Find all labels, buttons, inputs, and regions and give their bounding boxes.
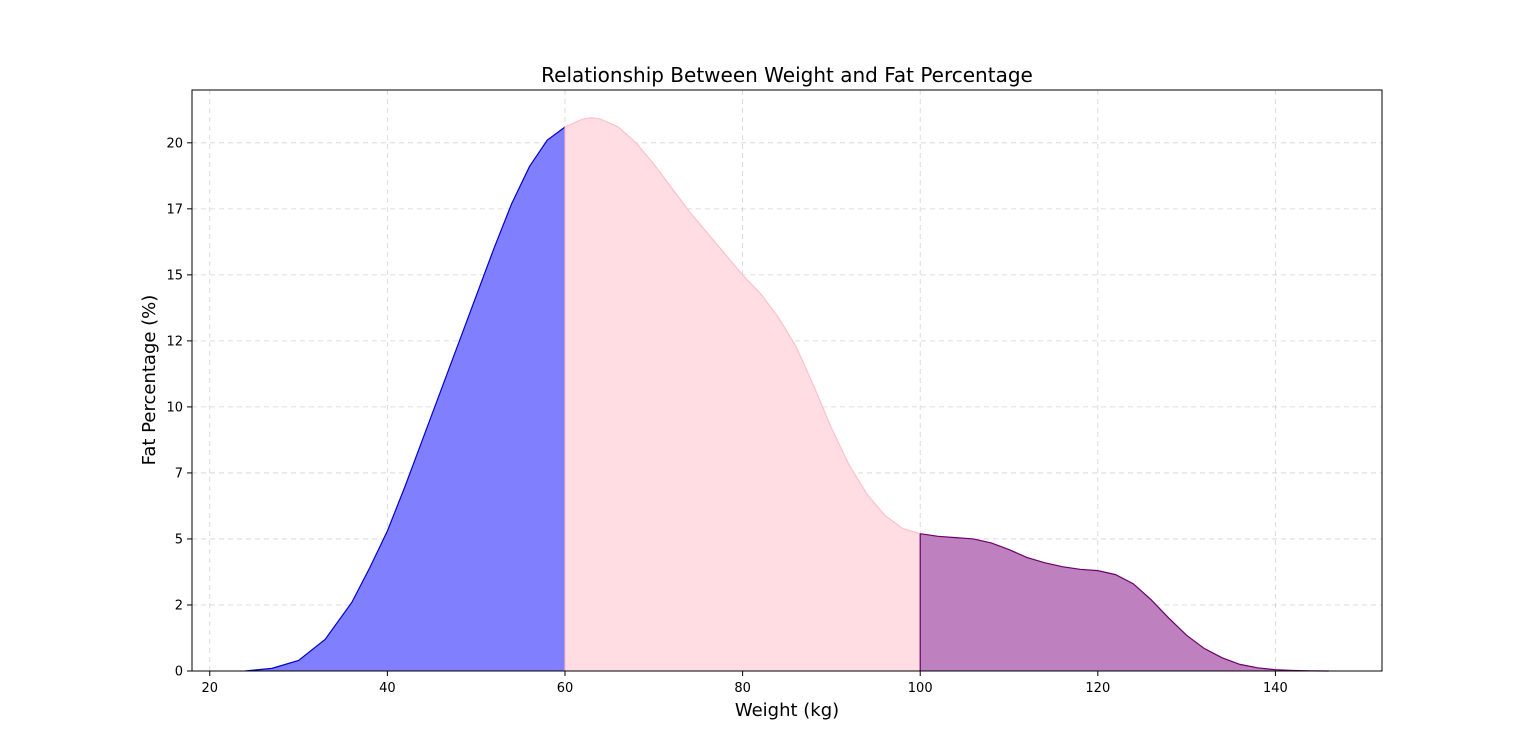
y-tick-label: 7 [175, 466, 183, 481]
y-axis-title: Fat Percentage (%) [139, 295, 160, 466]
y-tick-label: 20 [166, 136, 183, 151]
x-tick-label: 140 [1263, 681, 1288, 696]
plot-frame [191, 89, 1383, 672]
area-segment-1-line [245, 126, 566, 672]
x-axis: 20 40 60 80 100 120 140 [201, 671, 1288, 696]
x-tick-label: 60 [557, 681, 574, 696]
area-segment-3-line [920, 533, 1329, 672]
y-tick-label: 10 [166, 400, 183, 415]
x-tick-label: 100 [908, 681, 933, 696]
y-tick-label: 2 [175, 598, 183, 613]
chart-title: Relationship Between Weight and Fat Perc… [541, 63, 1033, 87]
y-tick-label: 17 [166, 202, 183, 217]
x-tick-label: 120 [1085, 681, 1110, 696]
x-tick-label: 80 [734, 681, 751, 696]
y-axis: 0 2 5 7 10 12 15 17 20 [166, 136, 192, 680]
y-tick-label: 12 [166, 334, 183, 349]
y-tick-label: 5 [175, 532, 183, 547]
area-segment-2 [564, 117, 921, 672]
x-tick-label: 20 [201, 681, 218, 696]
y-tick-label: 0 [175, 665, 183, 680]
x-tick-label: 40 [379, 681, 396, 696]
x-axis-title: Weight (kg) [735, 700, 839, 721]
area-segment-2-line [564, 117, 921, 535]
area-layer [245, 117, 1329, 672]
area-segment-1 [245, 126, 565, 672]
y-tick-label: 15 [166, 268, 183, 283]
area-segment-3 [920, 533, 1329, 671]
